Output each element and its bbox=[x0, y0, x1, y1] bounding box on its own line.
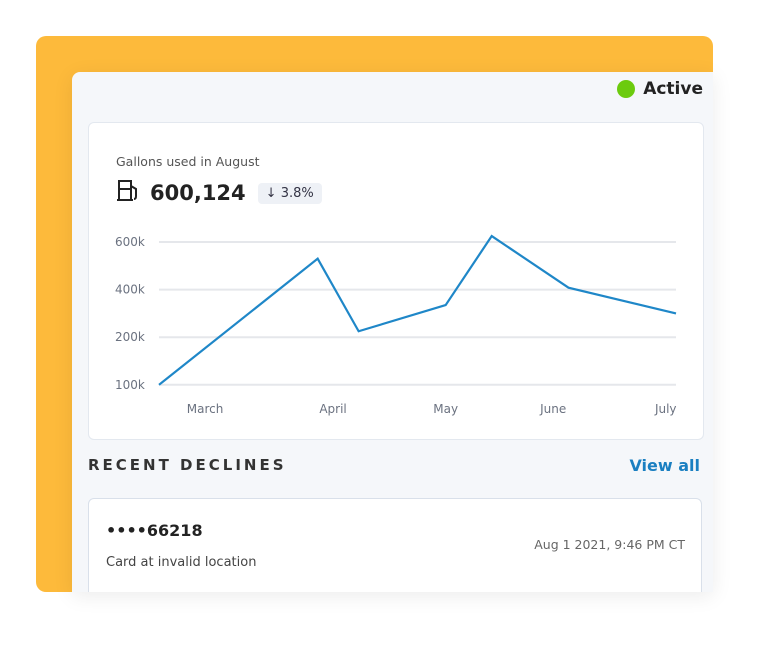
view-all-link[interactable]: View all bbox=[629, 456, 700, 475]
usage-value: 600,124 bbox=[150, 181, 246, 205]
x-tick-label: June bbox=[539, 402, 566, 416]
x-tick-label: May bbox=[433, 402, 458, 416]
arrow-down-icon: ↓ bbox=[265, 185, 277, 201]
decline-date: Aug 1 2021, 9:46 PM CT bbox=[534, 537, 685, 552]
x-tick-label: July bbox=[654, 402, 677, 416]
y-tick-label: 200k bbox=[115, 330, 145, 344]
status-label: Active bbox=[643, 79, 703, 99]
y-tick-label: 600k bbox=[115, 235, 145, 249]
status-indicator: Active bbox=[617, 79, 703, 99]
section-title: RECENT DECLINES bbox=[88, 456, 287, 474]
status-dot-icon bbox=[617, 80, 636, 98]
y-tick-label: 100k bbox=[115, 378, 145, 392]
series-line bbox=[158, 234, 677, 386]
change-badge: ↓ 3.8% bbox=[257, 182, 322, 204]
usage-card: Gallons used in August 600,124 ↓ 3.8% 10… bbox=[88, 122, 704, 440]
x-tick-label: April bbox=[319, 402, 346, 416]
usage-title: Gallons used in August bbox=[116, 154, 260, 169]
y-tick-label: 400k bbox=[115, 283, 145, 297]
decline-reason: Card at invalid location bbox=[106, 555, 257, 570]
card-number: ••••66218 bbox=[106, 521, 203, 540]
x-tick-label: March bbox=[187, 402, 224, 416]
usage-line-chart: 100k 200k 400k 600k March April May June July bbox=[115, 234, 677, 416]
fuel-pump-icon bbox=[116, 178, 142, 208]
dashboard-panel: Active Gallons used in August 600,124 ↓ … bbox=[72, 72, 713, 592]
change-value: 3.8% bbox=[280, 185, 314, 201]
decline-item[interactable]: ••••66218 Card at invalid location Aug 1… bbox=[88, 498, 702, 592]
